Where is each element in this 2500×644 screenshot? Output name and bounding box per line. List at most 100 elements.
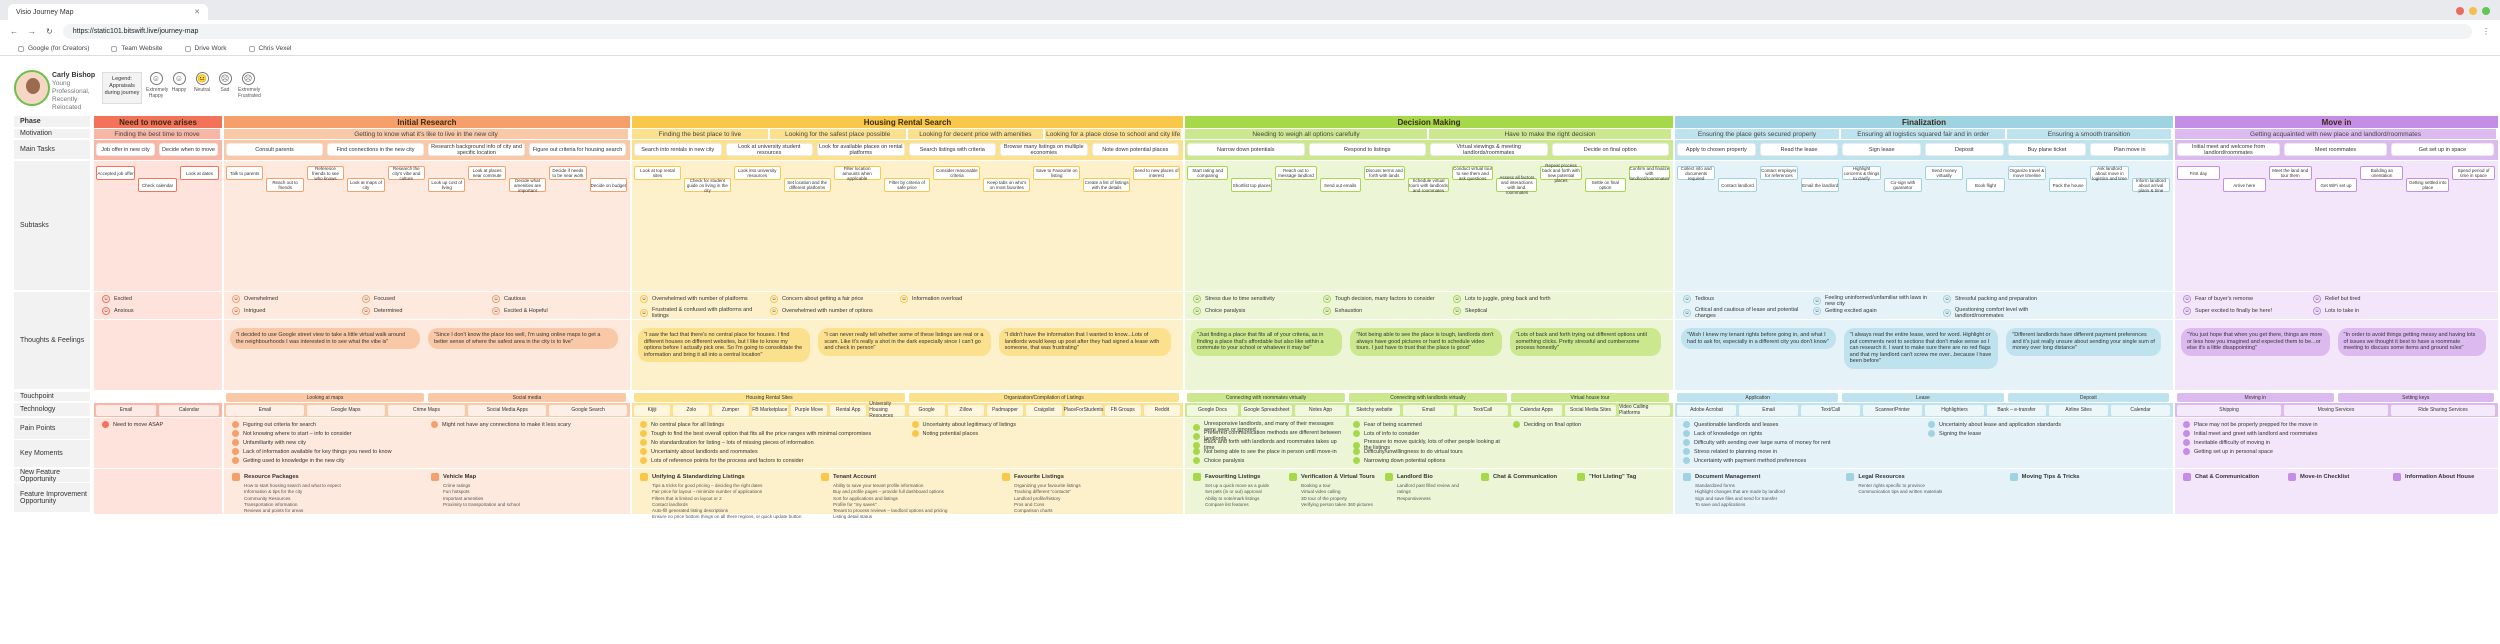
subtask[interactable]: First day (2177, 166, 2220, 180)
main-task[interactable]: Respond to listings (1308, 143, 1426, 156)
subtask[interactable]: Collect info and documents required (1677, 166, 1716, 181)
subtask[interactable]: Contact employer for references (1759, 166, 1798, 180)
subtask[interactable]: Set location and the different platforms (783, 178, 831, 192)
subtask[interactable]: Discuss terms and forth with lands (1363, 166, 1405, 180)
main-task[interactable]: Virtual viewings & meeting landlords/roo… (1430, 143, 1548, 156)
pain-point: Choice paralysis (1193, 457, 1345, 464)
subtask[interactable]: Create a list of listings with the detai… (1083, 178, 1131, 192)
subtask[interactable]: Co-sign with guarantor (1883, 178, 1922, 192)
subtask[interactable]: Check calendar (138, 178, 177, 192)
subtask[interactable]: Getting settled into place (2406, 178, 2450, 192)
subtask[interactable]: Conduct virtual tour to see them and ask… (1452, 165, 1494, 181)
subtask[interactable]: Talk to parents (226, 166, 264, 180)
subtask[interactable]: Reach out to friends (266, 178, 304, 192)
subtask[interactable]: Email the landlord (1801, 178, 1840, 192)
subtask[interactable]: Send to new places of interest (1133, 166, 1180, 180)
main-task[interactable]: Deposit (1925, 143, 2004, 156)
main-task[interactable]: Narrow down potentials (1187, 143, 1305, 156)
subtask[interactable]: Research the city's vibe and culture (387, 166, 425, 181)
browser-tab[interactable]: Visio Journey Map ✕ (8, 4, 208, 20)
main-task[interactable]: Decide when to move (159, 143, 218, 156)
subtask[interactable]: Settle on final option (1584, 178, 1626, 192)
subtask[interactable]: Meet the land and tour them (2268, 166, 2312, 180)
subtask[interactable]: Look at top rental sites (634, 166, 681, 180)
subtask[interactable]: Shortlist top places (1231, 178, 1273, 192)
main-task[interactable]: Job offer in new city (96, 143, 155, 156)
menu-icon[interactable]: ⋮ (2482, 26, 2490, 36)
main-task[interactable]: Note down potential places (1091, 143, 1179, 156)
main-task[interactable]: Research background info of city and spe… (428, 143, 525, 156)
minimize-window-icon[interactable] (2469, 7, 2477, 15)
main-task[interactable]: Decide on final option (1551, 143, 1669, 156)
url-input[interactable]: https://static101.bitswift.live/journey-… (62, 23, 2472, 39)
subtask[interactable]: Repeat process back and forth with new p… (1540, 163, 1582, 183)
subtask[interactable]: Spend period of time in space (2452, 166, 2495, 180)
bookmark-item[interactable]: Drive Work (184, 45, 227, 52)
main-task[interactable]: Search listings with criteria (908, 143, 996, 156)
close-icon[interactable]: ✕ (194, 9, 200, 16)
subtask[interactable]: Filter location amounts when applicable (833, 166, 881, 181)
bookmark-item[interactable]: Team Website (111, 45, 163, 52)
subtask[interactable]: Look at places near commute (468, 166, 506, 180)
main-task[interactable]: Search into rentals in new city (634, 143, 722, 156)
subtask[interactable]: Decide what amenities are important (508, 178, 547, 193)
subtask[interactable]: Decide on budget (589, 178, 627, 192)
subtask[interactable]: Assess all factors and interactions with… (1496, 175, 1538, 195)
subtask[interactable]: Look at dates (180, 166, 219, 180)
subtask[interactable]: Ask landlord about move in logistics and… (2090, 165, 2129, 181)
subtask[interactable]: Book flight (1966, 178, 2005, 192)
subtask[interactable]: Keep tabs on who's on most favorites (983, 178, 1031, 192)
subtask[interactable]: Accepted job offer (96, 166, 135, 180)
main-task[interactable]: Consult parents (226, 143, 323, 156)
bookmark-item[interactable]: Chris Vexel (248, 45, 291, 52)
main-task[interactable]: Look for available places on rental plat… (817, 143, 905, 156)
subtask[interactable]: Arrive here (2222, 178, 2266, 192)
main-task[interactable]: Buy plane ticket (2007, 143, 2087, 156)
subtask[interactable]: Contact landlord (1718, 178, 1757, 192)
subtask[interactable]: Send money virtually (1925, 166, 1964, 180)
subtask[interactable]: Highlight concerns & things to clarify (1842, 165, 1881, 181)
main-task[interactable]: Get set up in space (2391, 143, 2494, 156)
close-window-icon[interactable] (2456, 7, 2464, 15)
back-icon[interactable]: ← (10, 26, 18, 36)
main-task[interactable]: Figure out criteria for housing search (529, 143, 626, 156)
main-task[interactable]: Find connections in the new city (327, 143, 424, 156)
pain-point: Place may not be properly prepped for th… (2183, 421, 2490, 428)
subtask[interactable]: Pack the house (2049, 178, 2088, 192)
subtask[interactable]: Schedule virtual tours with landlords an… (1407, 177, 1450, 193)
subtask[interactable]: Decide if needs to be near work (549, 166, 587, 180)
forward-icon[interactable]: → (28, 26, 36, 36)
main-task[interactable]: Initial meet and welcome from landlord/r… (2177, 143, 2280, 156)
subtask[interactable]: Send out emails (1319, 178, 1361, 192)
subtask[interactable]: Save to Favourite on listing (1033, 166, 1081, 180)
subtask[interactable]: Filter by criteria of safe price (883, 178, 931, 192)
opportunity-item: Organizing your favourite listings (1014, 483, 1081, 488)
main-task[interactable]: Meet roommates (2284, 143, 2387, 156)
reload-icon[interactable]: ↻ (46, 26, 53, 36)
main-task[interactable]: Plan move in (2090, 143, 2169, 156)
subtask[interactable]: Look into university resources (733, 166, 781, 180)
persona-info: Carly Bishop Young Professional, Recentl… (52, 72, 96, 112)
subtask[interactable]: Inform landlord about arrival plans & ti… (2131, 178, 2170, 193)
subtask[interactable]: Building an orientation (2360, 166, 2404, 180)
subtask[interactable]: Reference friends to see who knows (306, 166, 345, 181)
bookmark-item[interactable]: Google (for Creators) (18, 45, 89, 52)
main-task[interactable]: Read the lease (1759, 143, 1839, 156)
subtask[interactable]: Reach out to message landlord (1275, 166, 1317, 180)
subtask[interactable]: Look at maps of city (347, 178, 385, 192)
subtask[interactable]: Consider reasonable criteria (933, 166, 981, 180)
subtask[interactable]: Organize travel & move timeline (2007, 166, 2046, 180)
feeling: ☺ Cautious (492, 295, 616, 303)
feeling-label: Fear of buyer's remorse (2195, 296, 2254, 302)
main-task[interactable]: Sign lease (1842, 143, 1921, 156)
subtask[interactable]: Check for student guide on living in the… (683, 178, 731, 193)
subtask[interactable]: Get WiFi set up (2314, 178, 2358, 192)
subtask[interactable]: Look up cost of living (428, 178, 466, 192)
subtask[interactable]: Confirm and finalize with landlord/roomm… (1628, 165, 1670, 181)
main-task[interactable]: Look at university student resources (725, 143, 813, 156)
main-task[interactable]: Browse many listings on multiple economi… (1000, 143, 1088, 156)
pain-point-label: Signing the lease (1939, 430, 1982, 437)
main-task[interactable]: Apply to chosen property (1677, 143, 1756, 156)
maximize-window-icon[interactable] (2482, 7, 2490, 15)
subtask[interactable]: Start rating and comparing (1187, 166, 1229, 180)
